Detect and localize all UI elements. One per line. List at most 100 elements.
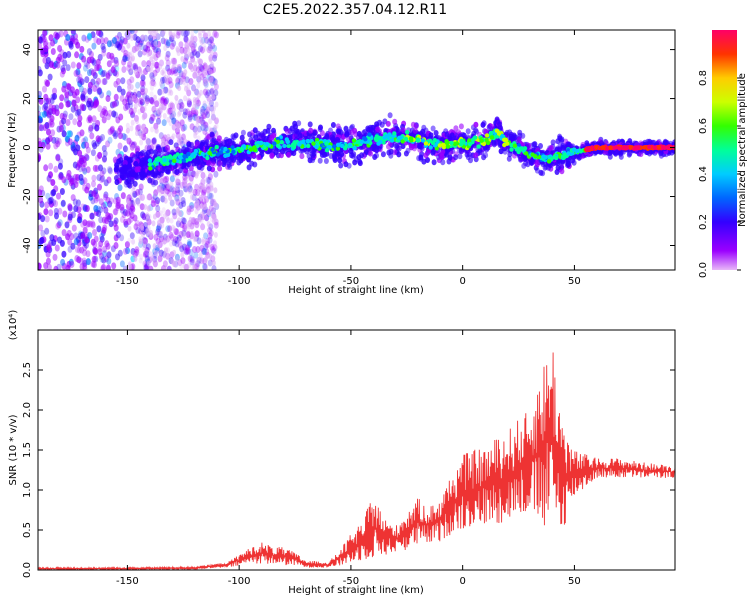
- spectrogram-noise-point: [135, 118, 139, 125]
- spectrogram-core-point: [496, 131, 502, 136]
- spectrogram-core-point: [392, 131, 397, 136]
- spectrogram-noise-point: [78, 76, 83, 84]
- spectrogram-noise-point: [159, 96, 165, 104]
- spectrogram-noise-point: [174, 94, 179, 101]
- spectrogram-noise-point: [186, 205, 192, 213]
- spectrogram-noise-point: [149, 91, 154, 98]
- spectrogram-band-point: [140, 167, 146, 174]
- spectrogram-noise-point: [150, 79, 156, 87]
- spectrogram-noise-point: [127, 200, 132, 207]
- spectrogram-noise-point: [198, 45, 204, 53]
- spectrogram-noise-point: [194, 102, 200, 110]
- spectrogram-noise-point: [58, 171, 64, 179]
- spectrogram-noise-point: [182, 263, 187, 270]
- spectrogram-noise-point: [176, 123, 181, 130]
- spectrogram-noise-point: [81, 257, 87, 265]
- spectrogram-noise-point: [155, 109, 161, 117]
- spectrogram-noise-point: [113, 93, 119, 101]
- spectrogram-noise-point: [98, 240, 104, 248]
- spectrogram-noise-point: [91, 42, 97, 50]
- spectrogram-noise-point: [59, 94, 65, 102]
- spectrogram-core-point: [343, 145, 348, 151]
- spectrogram-noise-point: [139, 132, 144, 139]
- spectrogram-noise-point: [169, 217, 174, 224]
- spectrogram-noise-point: [106, 60, 112, 68]
- spectrogram-noise-point: [157, 231, 163, 239]
- spectrogram-noise-point: [171, 106, 176, 113]
- spectrogram-noise-point: [201, 236, 206, 243]
- spectrogram-noise-point: [200, 112, 206, 119]
- spectrogram-noise-point: [53, 142, 59, 150]
- spectrogram-noise-point: [72, 161, 78, 169]
- spectrogram-noise-point: [146, 260, 151, 267]
- spectrogram-noise-point: [65, 233, 71, 241]
- spectrogram-noise-point: [47, 135, 53, 142]
- spectrogram-noise-point: [43, 208, 49, 216]
- spectrogram-noise-point: [38, 124, 43, 131]
- spectrogram-noise-point: [102, 105, 108, 113]
- spectrogram-noise-point: [162, 233, 168, 241]
- spectrogram-noise-point: [150, 76, 154, 83]
- spectrogram-noise-point: [114, 60, 120, 67]
- spectrogram-noise-point: [201, 123, 206, 130]
- spectrogram-noise-point: [59, 70, 65, 78]
- spectrogram-band-point: [308, 127, 314, 134]
- spectrogram-noise-point: [101, 145, 107, 152]
- spectrogram-noise-point: [171, 64, 176, 71]
- spectrogram-noise-point: [194, 208, 199, 215]
- spectrogram-noise-point: [174, 195, 179, 202]
- spectrogram-core-point: [147, 158, 153, 163]
- spectrogram-noise-point: [146, 205, 151, 212]
- spectrogram-noise-point: [39, 236, 45, 244]
- spectrogram-noise-point: [52, 253, 58, 261]
- spectrogram-noise-point: [120, 192, 126, 200]
- spectrogram-noise-point: [187, 185, 193, 193]
- spectrogram-noise-point: [125, 127, 130, 134]
- spectrogram-noise-point: [171, 239, 177, 247]
- spectrogram-noise-point: [105, 212, 111, 219]
- spectrogram-noise-point: [163, 38, 169, 46]
- spectrogram-noise-point: [140, 85, 145, 92]
- spectrogram-noise-point: [160, 76, 166, 84]
- spectrogram-noise-point: [101, 226, 107, 234]
- spectrogram-noise-point: [185, 230, 191, 238]
- spectrogram-noise-point: [212, 78, 218, 86]
- spectrogram-noise-point: [169, 42, 175, 50]
- spectrogram-noise-point: [48, 171, 53, 179]
- spectrogram-noise-point: [107, 166, 113, 174]
- spectrogram-noise-point: [43, 262, 49, 270]
- spectrogram-noise-point: [171, 117, 177, 125]
- spectrogram-band-point: [336, 128, 342, 135]
- spectrogram-noise-point: [40, 229, 46, 237]
- spectrogram-core-point: [621, 145, 627, 150]
- spectrogram-band-point: [129, 178, 135, 184]
- spectrogram-noise-point: [170, 224, 175, 231]
- spectrogram-noise-point: [206, 98, 211, 105]
- spectrogram-noise-point: [140, 106, 145, 114]
- spectrogram-noise-point: [38, 110, 41, 118]
- spectrogram-band-point: [538, 169, 544, 176]
- spectrogram-noise-point: [45, 136, 51, 144]
- spectrogram-noise-point: [73, 69, 79, 77]
- spectrogram-band-point: [516, 136, 522, 143]
- spectrogram-noise-point: [162, 236, 166, 243]
- spectrogram-core-point: [530, 152, 535, 157]
- spectrogram-noise-point: [127, 225, 132, 232]
- spectrogram-noise-point: [203, 80, 209, 88]
- spectrogram-core-point: [445, 140, 450, 146]
- spectrogram-noise-point: [93, 36, 99, 44]
- spectrogram-noise-point: [74, 246, 80, 253]
- spectrogram-noise-point: [189, 254, 195, 262]
- spectrogram-noise-point: [71, 224, 77, 232]
- spectrogram-noise-point: [203, 124, 209, 132]
- spectrogram-noise-point: [188, 248, 194, 256]
- spectrogram-noise-point: [62, 59, 68, 67]
- spectrogram-noise-point: [211, 212, 217, 220]
- spectrogram-noise-point: [117, 142, 123, 150]
- spectrogram-noise-point: [106, 257, 112, 265]
- spectrogram-noise-point: [86, 48, 92, 56]
- spectrogram-noise-point: [213, 31, 219, 39]
- spectrogram-noise-point: [209, 104, 215, 112]
- spectrogram-noise-point: [138, 194, 143, 201]
- spectrogram-noise-point: [211, 207, 216, 215]
